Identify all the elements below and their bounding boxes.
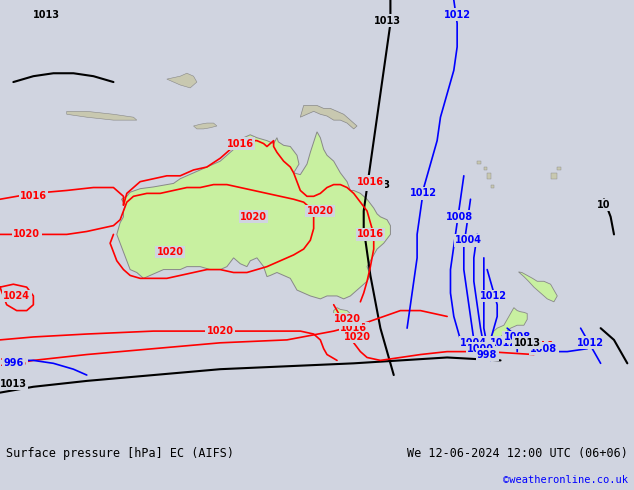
Polygon shape [557,167,560,170]
Text: 1013: 1013 [373,16,401,25]
Text: 996: 996 [3,358,23,368]
Text: 1020: 1020 [307,206,334,216]
Text: 1020: 1020 [344,332,370,342]
Text: 1012: 1012 [481,291,507,301]
Text: 10: 10 [597,200,611,210]
Polygon shape [167,73,197,88]
Polygon shape [301,105,357,129]
Polygon shape [333,308,354,325]
Text: 1016: 1016 [227,139,254,148]
Text: We 12-06-2024 12:00 UTC (06+06): We 12-06-2024 12:00 UTC (06+06) [407,447,628,460]
Text: 1016: 1016 [357,177,384,187]
Text: 1008: 1008 [531,343,557,354]
Polygon shape [491,185,494,188]
Text: 1004: 1004 [460,338,488,348]
Text: 1020: 1020 [207,326,234,336]
Text: 1020: 1020 [240,212,267,222]
Polygon shape [477,161,481,164]
Polygon shape [117,132,391,299]
Text: 1016: 1016 [357,229,384,240]
Text: 1012: 1012 [490,338,517,348]
Text: 1024: 1024 [3,291,30,301]
Polygon shape [484,167,487,170]
Text: 1000: 1000 [467,343,494,354]
Text: 1013: 1013 [0,379,27,389]
Text: 1013: 1013 [33,10,60,20]
Text: 1016: 1016 [0,358,27,368]
Text: 1016: 1016 [527,341,554,351]
Text: Surface pressure [hPa] EC (AIFS): Surface pressure [hPa] EC (AIFS) [6,447,235,460]
Text: 1013: 1013 [514,338,541,348]
Polygon shape [487,308,527,343]
Text: 1020: 1020 [157,247,184,257]
Polygon shape [487,173,491,179]
Text: 1012: 1012 [444,10,470,20]
Polygon shape [550,173,557,179]
Polygon shape [519,272,557,302]
Text: 998: 998 [477,349,497,360]
Text: 1020: 1020 [333,315,361,324]
Text: 1012: 1012 [410,188,437,198]
Text: 1012: 1012 [577,338,604,348]
Polygon shape [67,111,137,120]
Polygon shape [193,123,217,129]
Text: 1020: 1020 [13,229,41,240]
Text: 1008: 1008 [446,212,473,222]
Text: ©weatheronline.co.uk: ©weatheronline.co.uk [503,475,628,485]
Text: 1016: 1016 [340,323,367,333]
Text: 1004: 1004 [455,235,482,245]
Text: 1016: 1016 [20,191,47,201]
Text: 1008: 1008 [503,332,531,342]
Text: 1013: 1013 [363,180,391,190]
